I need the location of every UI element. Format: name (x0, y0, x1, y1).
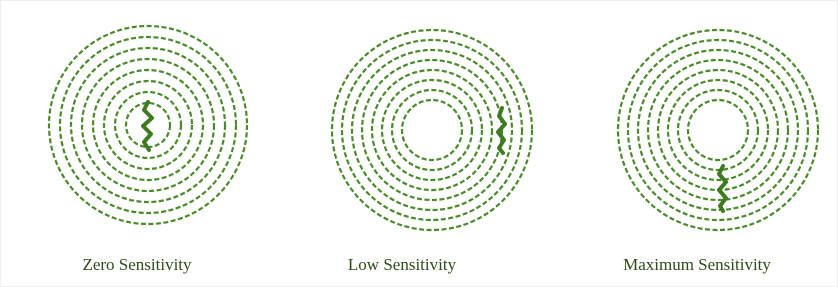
panel-label: Maximum Sensitivity (623, 255, 771, 274)
background (1, 1, 838, 287)
panel-label: Low Sensitivity (348, 255, 457, 274)
page: Zero Sensitivity Low Sensitivity Maximum… (0, 0, 838, 287)
panel-label: Zero Sensitivity (82, 255, 192, 274)
diagram: Zero Sensitivity Low Sensitivity Maximum… (0, 0, 838, 287)
